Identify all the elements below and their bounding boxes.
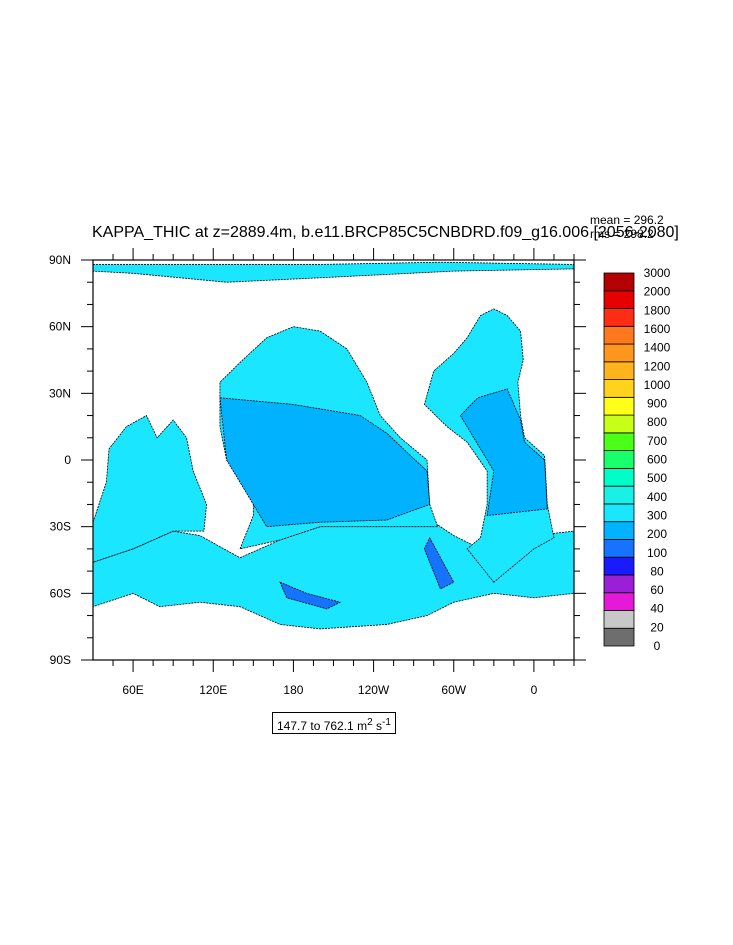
colorbar-label-18: 1800 <box>644 303 671 317</box>
colorbar-box-18 <box>603 308 635 327</box>
arctic-strip <box>92 261 575 283</box>
colorbar-label-0: 0 <box>654 639 661 653</box>
colorbar-label-8: 400 <box>647 490 667 504</box>
colorbar-label-12: 800 <box>647 415 667 429</box>
colorbar-label-11: 700 <box>647 434 667 448</box>
colorbar-label-7: 300 <box>647 508 667 522</box>
y-axis: 90N 60N 30N 0 30S 60S 90S <box>49 253 586 667</box>
y-tick-label-0: 90N <box>49 253 71 267</box>
mean-stat: mean = 296.2 <box>590 213 664 227</box>
y-tick-label-4: 30S <box>50 520 71 534</box>
colorbar-label-4: 80 <box>650 564 664 578</box>
chart-title: KAPPA_THIC at z=2889.4m, b.e11.BRCP85C5C… <box>92 224 679 241</box>
colorbar-box-20 <box>603 272 635 292</box>
range-sup-1: 2 <box>367 717 373 728</box>
y-tick-label-5: 60S <box>50 586 71 600</box>
colorbar-box-14 <box>603 379 635 398</box>
colorbar-box-3 <box>603 574 635 594</box>
colorbar-box-0 <box>603 627 635 647</box>
x-tick-label-2: 180 <box>283 683 303 697</box>
colorbar-box-17 <box>603 325 635 345</box>
colorbar-box-6 <box>603 521 635 540</box>
atlantic-mid-band <box>459 388 548 517</box>
x-tick-label-5: 0 <box>531 683 538 697</box>
colorbar-label-1: 20 <box>650 620 664 634</box>
range-mid: s <box>372 719 382 733</box>
colorbar: 0 20 40 60 80 100 200 300 400 500 600 700 800 900 1000… <box>603 266 671 653</box>
x-tick-label-4: 60W <box>441 683 466 697</box>
colorbar-label-15: 1200 <box>644 359 671 373</box>
colorbar-label-10: 600 <box>647 453 667 467</box>
colorbar-box-10 <box>603 450 635 469</box>
colorbar-label-6: 200 <box>647 527 667 541</box>
colorbar-label-2: 40 <box>650 602 664 616</box>
drake-accent <box>423 536 455 590</box>
colorbar-box-8 <box>603 485 635 505</box>
x-tick-label-3: 120W <box>358 683 390 697</box>
y-tick-label-2: 30N <box>49 386 71 400</box>
colorbar-box-15 <box>603 361 635 380</box>
colorbar-box-19 <box>603 290 635 309</box>
map-area <box>92 259 575 661</box>
range-text: 147.7 to 762.1 m <box>277 719 368 733</box>
colorbar-label-5: 100 <box>647 546 667 560</box>
range-sup-2: -1 <box>381 717 391 728</box>
colorbar-box-11 <box>603 432 635 452</box>
indian-ocean <box>92 415 207 563</box>
colorbar-box-4 <box>603 556 635 576</box>
y-tick-label-1: 60N <box>49 320 71 334</box>
colorbar-label-16: 1400 <box>644 341 671 355</box>
colorbar-label-19: 2000 <box>644 285 671 299</box>
pacific-equatorial-band <box>219 397 431 528</box>
data-range-label: 147.7 to 762.1 m2 s-1 <box>272 712 396 734</box>
ross-sea-accent <box>279 581 342 610</box>
colorbar-box-2 <box>603 592 635 611</box>
y-tick-label-3: 0 <box>64 453 71 467</box>
colorbar-box-1 <box>603 610 635 629</box>
colorbar-label-9: 500 <box>647 471 667 485</box>
x-axis: 60E 120E 180 120W 60W 0 <box>112 248 575 697</box>
colorbar-label-20: 3000 <box>644 266 671 280</box>
colorbar-box-7 <box>603 503 635 523</box>
colorbar-label-17: 1600 <box>644 322 671 336</box>
colorbar-label-14: 1000 <box>644 378 671 392</box>
x-tick-label-1: 120E <box>199 683 227 697</box>
colorbar-box-12 <box>603 414 635 434</box>
colorbar-label-3: 60 <box>650 583 664 597</box>
colorbar-box-9 <box>603 467 635 487</box>
colorbar-box-13 <box>603 396 635 416</box>
rms-stat: rms = 298.2 <box>590 227 654 241</box>
colorbar-box-5 <box>603 539 635 558</box>
y-tick-label-6: 90S <box>50 653 71 667</box>
colorbar-label-13: 900 <box>647 397 667 411</box>
colorbar-box-16 <box>603 343 635 363</box>
x-tick-label-0: 60E <box>122 683 143 697</box>
